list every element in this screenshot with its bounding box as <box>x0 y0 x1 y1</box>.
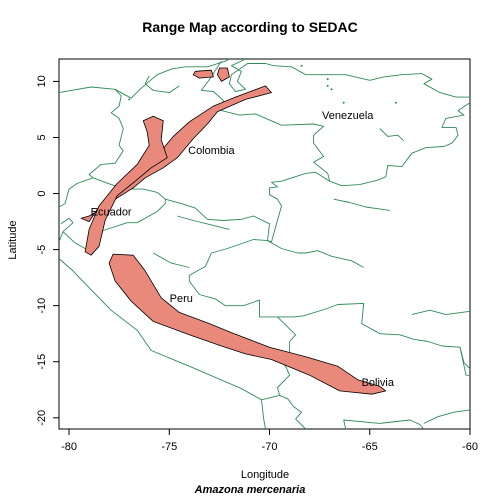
y-axis: -20 -15 -10 -5 0 5 10 <box>36 75 59 426</box>
y-tick-label: -15 <box>36 354 48 370</box>
y-tick-label: -10 <box>36 298 48 314</box>
border-dot <box>394 101 397 104</box>
x-axis: -80 -75 -70 -65 -60 <box>61 429 478 453</box>
border-line <box>59 177 94 208</box>
plot-frame <box>58 58 471 430</box>
border-line <box>200 60 331 182</box>
border-line <box>59 258 266 429</box>
country-label: Colombia <box>188 145 235 157</box>
range-polygon <box>216 67 230 82</box>
country-label: Peru <box>170 293 193 305</box>
range-polygon <box>192 69 214 79</box>
range-polygon <box>108 253 387 395</box>
map-title: Range Map according to SEDAC <box>142 19 358 35</box>
border-line <box>59 217 74 242</box>
range-polygon <box>84 115 168 256</box>
species-name: Amazona mercenaria <box>194 484 306 496</box>
border-line <box>267 171 330 243</box>
x-tick-label: -75 <box>161 441 177 453</box>
border-line <box>329 102 470 187</box>
border-line <box>267 240 364 268</box>
y-tick-label: 0 <box>36 190 48 196</box>
border-line <box>261 394 280 401</box>
x-axis-label: Longitude <box>240 469 290 481</box>
border-line <box>379 128 405 142</box>
country-label: Venezuela <box>322 110 374 122</box>
y-tick-label: 10 <box>36 75 48 87</box>
border-line <box>277 302 470 369</box>
border-dot <box>326 84 329 87</box>
border-dot <box>300 64 303 67</box>
range-area <box>80 67 387 395</box>
border-line <box>188 239 278 318</box>
y-tick-label: -5 <box>36 245 48 255</box>
border-line <box>423 409 470 424</box>
border-line <box>88 88 124 179</box>
y-tick-label: -20 <box>36 410 48 426</box>
country-label: Bolivia <box>362 377 395 389</box>
border-line <box>459 347 470 376</box>
y-tick-label: 5 <box>36 134 48 140</box>
x-tick-label: -70 <box>262 441 278 453</box>
border-dot <box>128 98 131 101</box>
border-line <box>411 309 470 316</box>
y-axis-label: Latitude <box>7 220 19 260</box>
border-line <box>177 215 230 230</box>
country-labels: Venezuela Colombia Ecuador Peru Bolivia <box>91 110 395 389</box>
country-label: Ecuador <box>91 206 132 218</box>
border-line <box>144 75 180 94</box>
border-line <box>152 252 190 268</box>
border-line <box>333 198 390 211</box>
x-tick-label: -65 <box>362 441 378 453</box>
border-line <box>62 199 166 249</box>
border-line <box>343 419 425 429</box>
x-tick-label: -80 <box>61 441 77 453</box>
border-dot <box>342 101 345 104</box>
country-borders <box>59 59 470 429</box>
border-dot <box>330 88 333 91</box>
border-line <box>277 316 306 429</box>
border-dot <box>326 78 329 81</box>
border-line <box>59 59 470 99</box>
x-tick-label: -60 <box>462 441 478 453</box>
